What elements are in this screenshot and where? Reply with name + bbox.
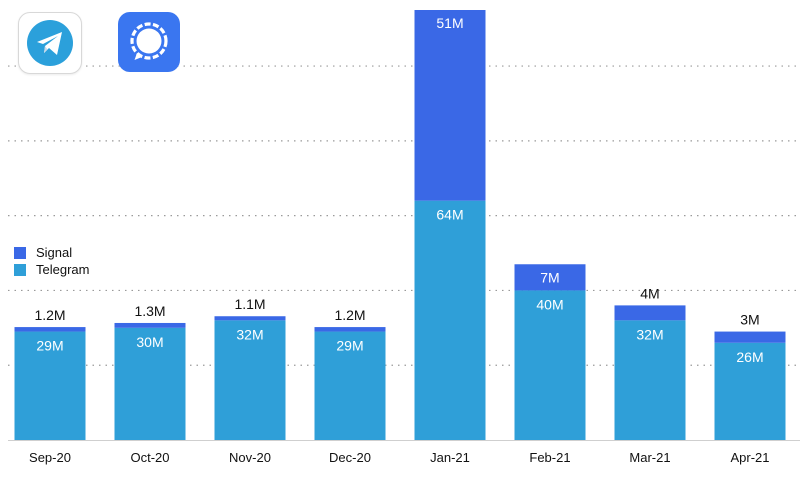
x-tick-label: Jan-21 — [430, 450, 470, 465]
data-label-telegram: 30M — [136, 334, 163, 350]
bar-signal — [314, 327, 386, 332]
legend-swatch-signal — [14, 246, 26, 259]
x-tick-label: Oct-20 — [130, 450, 169, 465]
bar-telegram — [514, 290, 586, 440]
bar-signal — [614, 305, 686, 321]
x-tick-label: Nov-20 — [229, 450, 271, 465]
bar-telegram — [614, 320, 686, 440]
bar-telegram — [14, 331, 86, 440]
telegram-logo-icon — [27, 20, 73, 66]
data-label-telegram: 40M — [536, 296, 563, 312]
signal-icon — [118, 12, 180, 72]
x-tick-label: Dec-20 — [329, 450, 371, 465]
data-label-signal: 1.3M — [134, 303, 165, 319]
data-label-telegram: 29M — [336, 338, 363, 354]
signal-logo-icon — [130, 22, 168, 60]
x-tick-label: Mar-21 — [629, 450, 670, 465]
data-label-signal: 3M — [740, 312, 759, 328]
data-label-telegram: 29M — [36, 338, 63, 354]
x-tick-label: Sep-20 — [29, 450, 71, 465]
data-label-signal: 7M — [540, 269, 559, 285]
data-label-telegram: 32M — [636, 326, 663, 342]
legend-item-telegram: Telegram — [14, 261, 89, 278]
legend-swatch-telegram — [14, 263, 26, 276]
bar-telegram — [214, 320, 286, 440]
chart-legend: Signal Telegram — [14, 244, 89, 278]
data-label-telegram: 32M — [236, 326, 263, 342]
data-label-signal: 1.2M — [34, 307, 65, 323]
bar-telegram — [714, 342, 786, 440]
bar-signal — [414, 10, 486, 201]
data-label-telegram: 26M — [736, 349, 763, 365]
legend-item-signal: Signal — [14, 244, 89, 261]
data-label-signal: 51M — [436, 15, 463, 31]
bar-signal — [714, 331, 786, 343]
data-label-signal: 4M — [640, 285, 659, 301]
bar-telegram — [314, 331, 386, 440]
data-label-telegram: 64M — [436, 207, 463, 223]
bar-signal — [14, 327, 86, 332]
x-tick-label: Apr-21 — [730, 450, 769, 465]
legend-label-telegram: Telegram — [36, 262, 90, 277]
bar-telegram — [414, 200, 486, 440]
legend-label-signal: Signal — [36, 245, 73, 260]
x-tick-label: Feb-21 — [529, 450, 570, 465]
data-label-signal: 1.2M — [334, 307, 365, 323]
bar-signal — [114, 322, 186, 328]
bar-signal — [514, 264, 586, 291]
bar-signal — [214, 316, 286, 321]
telegram-icon — [18, 12, 82, 74]
data-label-signal: 1.1M — [234, 296, 265, 312]
bar-telegram — [114, 327, 186, 440]
